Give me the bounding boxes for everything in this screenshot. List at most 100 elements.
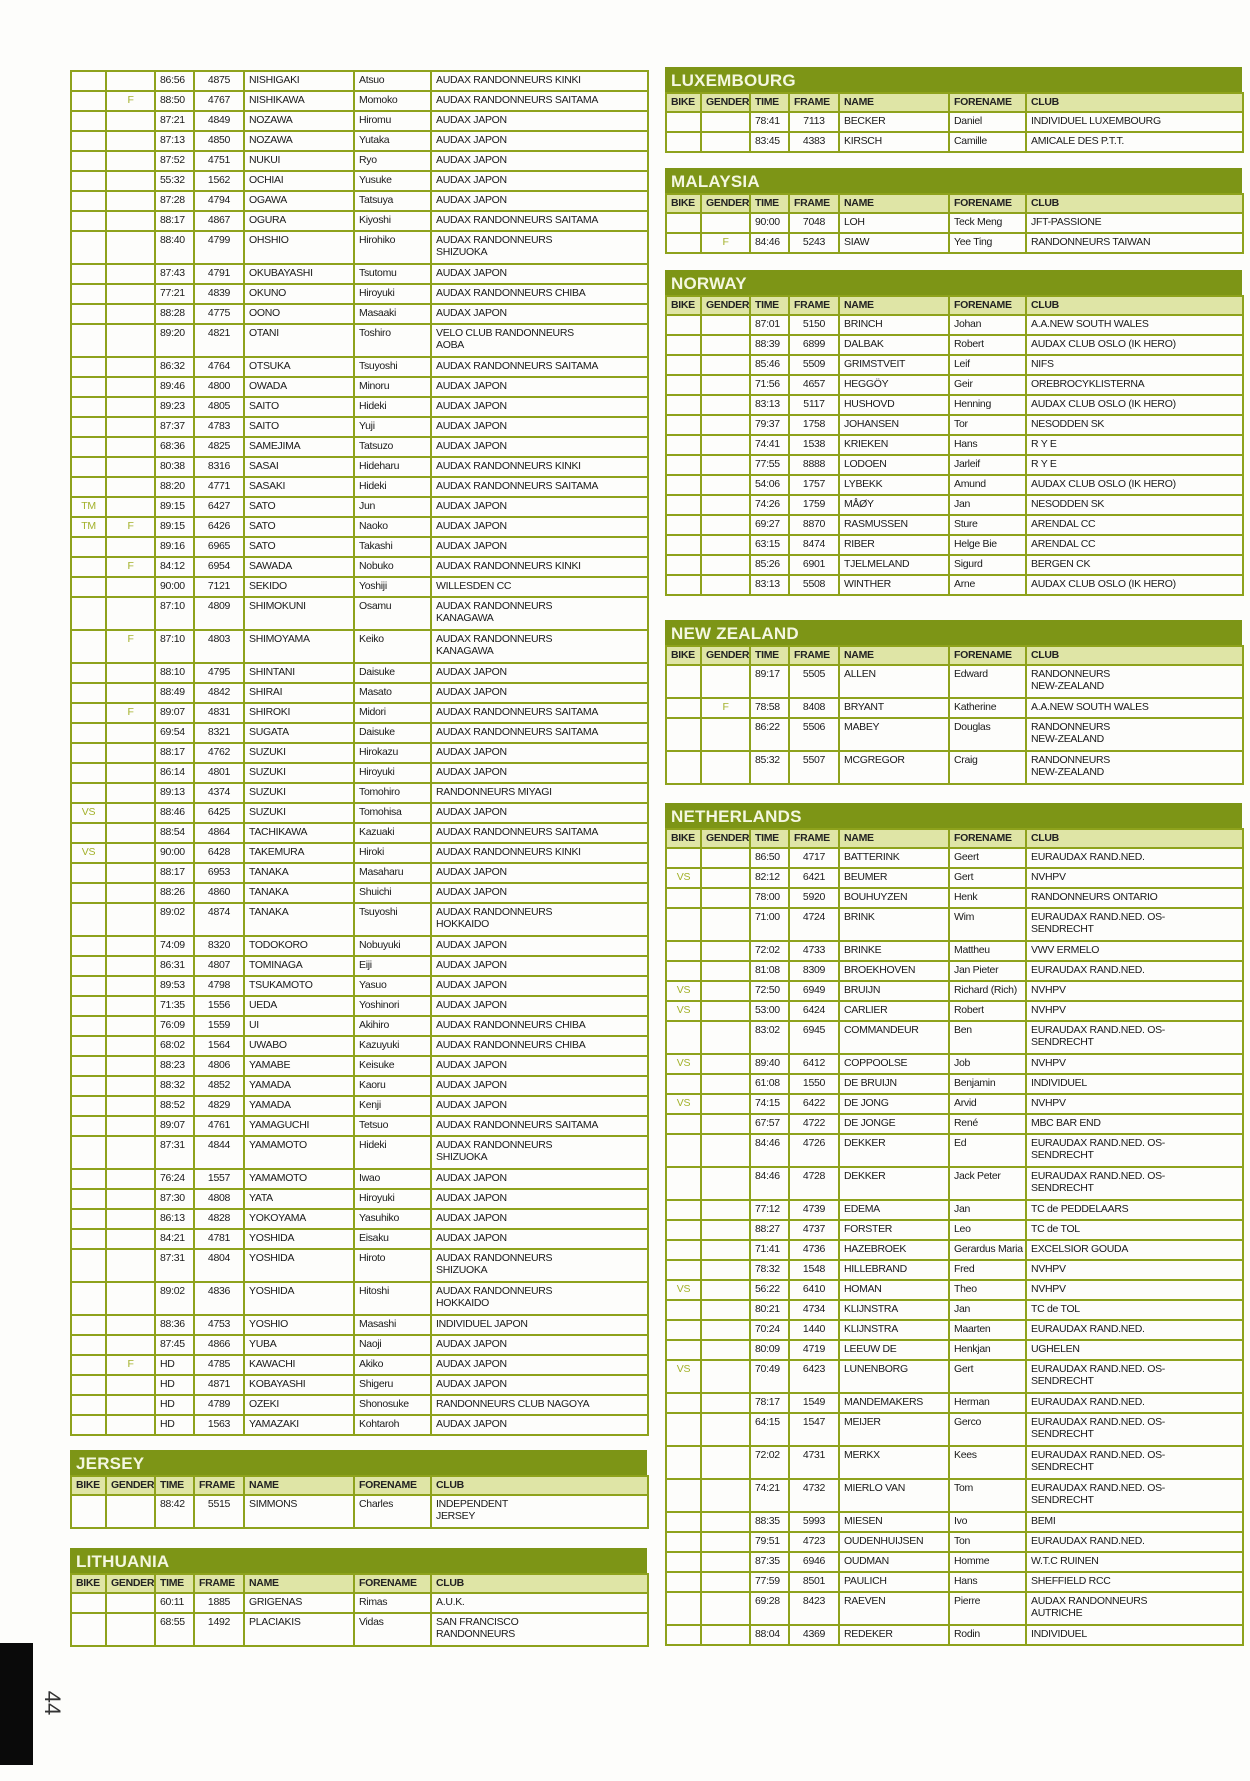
table-row: 87:10 4809 SHIMOKUNI Osamu AUDAX RANDONNEURS… [70,596,649,631]
cell-time: HD [154,1394,195,1416]
cell-frame: 6410 [788,1279,840,1301]
cell-bike [70,1612,107,1647]
cell-name: YOSHIDA [243,1281,355,1316]
cell-bike [70,283,107,305]
cell-bike [665,1259,702,1281]
cell-name: OUDENHUIJSEN [838,1531,950,1553]
cell-club: RANDONNEURS ONTARIO [1025,887,1244,909]
cell-club: AUDAX JAPON [430,802,649,824]
country-table-continued: 86:56 4875 NISHIGAKI Atsuo AUDAX RANDONNEURS… [70,70,649,1436]
cell-frame: 7048 [788,212,840,234]
cell-club: AUDAX RANDONNEURS SAITAMA [430,822,649,844]
table-row: 88:52 4829 YAMADA Kenji AUDAX JAPON [70,1095,649,1117]
cell-gender: F [105,1354,156,1376]
cell-time: 77:21 [154,283,195,305]
cell-forename: Tsuyoshi [353,902,432,937]
cell-frame: 1549 [788,1392,840,1414]
column-header-time: TIME [154,1573,195,1594]
cell-forename: Pierre [948,1591,1027,1626]
cell-gender [105,1228,156,1250]
cell-gender: F [105,516,156,538]
cell-time: 87:52 [154,150,195,172]
cell-club: W.T.C RUINEN [1025,1551,1244,1573]
column-header-forename: FORENAME [353,1573,432,1594]
cell-time: 89:13 [154,782,195,804]
cell-gender [105,1075,156,1097]
table-row: 79:51 4723 OUDENHUIJSEN Ton EURAUDAX RAND.NE… [665,1531,1244,1553]
cell-time: 78:58 [749,697,790,719]
cell-gender [105,1592,156,1614]
cell-frame: 4771 [193,476,245,498]
cell-gender [700,554,751,576]
cell-frame: 6426 [193,516,245,538]
cell-frame: 8501 [788,1571,840,1593]
cell-forename: Job [948,1053,1027,1075]
table-row: 74:09 8320 TODOKORO Nobuyuki AUDAX JAPON [70,935,649,957]
cell-club: AUDAX JAPON [430,762,649,784]
cell-club: NVHPV [1025,980,1244,1002]
cell-time: 83:45 [749,131,790,153]
cell-name: TOMINAGA [243,955,355,977]
cell-bike [70,1188,107,1210]
cell-club: AUDAX JAPON [430,396,649,418]
cell-forename: Daisuke [353,722,432,744]
column-header-row: BIKE GENDER TIME FRAME NAME FORENAME CLUB [665,92,1244,113]
cell-club: AUDAX JAPON [430,416,649,438]
cell-gender [105,802,156,824]
cell-frame: 6428 [193,842,245,864]
cell-bike [665,940,702,962]
cell-name: SATO [243,516,355,538]
cell-forename: Hiroyuki [353,1188,432,1210]
cell-bike [70,782,107,804]
cell-gender [105,496,156,518]
table-row: 84:21 4781 YOSHIDA Eisaku AUDAX JAPON [70,1228,649,1250]
cell-frame: 4731 [788,1445,840,1480]
cell-time: 88:54 [154,822,195,844]
table-row: VS 72:50 6949 BRUIJN Richard (Rich) NVHPV [665,980,1244,1002]
cell-bike [665,1319,702,1341]
table-row: 61:08 1550 DE BRUIJN Benjamin INDIVIDUEL [665,1073,1244,1095]
table-row: F 78:58 8408 BRYANT Katherine A.A.NEW SOUTH W… [665,697,1244,719]
table-row: 68:36 4825 SAMEJIMA Tatsuzo AUDAX JAPON [70,436,649,458]
table-row: 88:49 4842 SHIRAI Masato AUDAX JAPON [70,682,649,704]
cell-time: 88:23 [154,1055,195,1077]
cell-club: AUDAX RANDONNEURS SAITAMA [430,476,649,498]
cell-forename: Tomohisa [353,802,432,824]
column-header-club: CLUB [430,1475,649,1496]
cell-club: AUDAX JAPON [430,303,649,325]
cell-gender [700,1113,751,1135]
cell-bike [665,1511,702,1533]
cell-name: LUNENBORG [838,1359,950,1394]
cell-forename: Herman [948,1392,1027,1414]
cell-gender [700,354,751,376]
table-row: 77:55 8888 LODOEN Jarleif R Y E [665,454,1244,476]
cell-forename: Robert [948,334,1027,356]
column-header-row: BIKE GENDER TIME FRAME NAME FORENAME CLUB [70,1573,649,1594]
cell-club: NVHPV [1025,1000,1244,1022]
cell-time: 88:17 [154,742,195,764]
cell-frame: 4764 [193,356,245,378]
cell-frame: 4723 [788,1531,840,1553]
cell-club: EURAUDAX RAND.NED. OS- SENDRECHT [1025,1020,1244,1055]
cell-forename: Osamu [353,596,432,631]
table-row: VS 89:40 6412 COPPOOLSE Job NVHPV [665,1053,1244,1075]
cell-forename: Douglas [948,717,1027,752]
cell-gender [105,1095,156,1117]
cell-bike [70,130,107,152]
cell-club: NESODDEN SK [1025,414,1244,436]
cell-name: GRIGENAS [243,1592,355,1614]
cell-name: OWADA [243,376,355,398]
cell-forename: Momoko [353,90,432,112]
table-row: 87:31 4804 YOSHIDA Hiroto AUDAX RANDONNEURS … [70,1248,649,1283]
cell-gender [105,323,156,358]
table-row: 78:32 1548 HILLEBRAND Fred NVHPV [665,1259,1244,1281]
cell-club: R Y E [1025,434,1244,456]
cell-forename: Yusuke [353,170,432,192]
cell-bike [665,474,702,496]
table-row: 83:13 5508 WINTHER Arne AUDAX CLUB OSLO (IK … [665,574,1244,596]
cell-gender [105,396,156,418]
cell-time: 81:08 [749,960,790,982]
table-row: 83:45 4383 KIRSCH Camille AMICALE DES P.T.T. [665,131,1244,153]
cell-bike [665,374,702,396]
cell-bike [70,882,107,904]
